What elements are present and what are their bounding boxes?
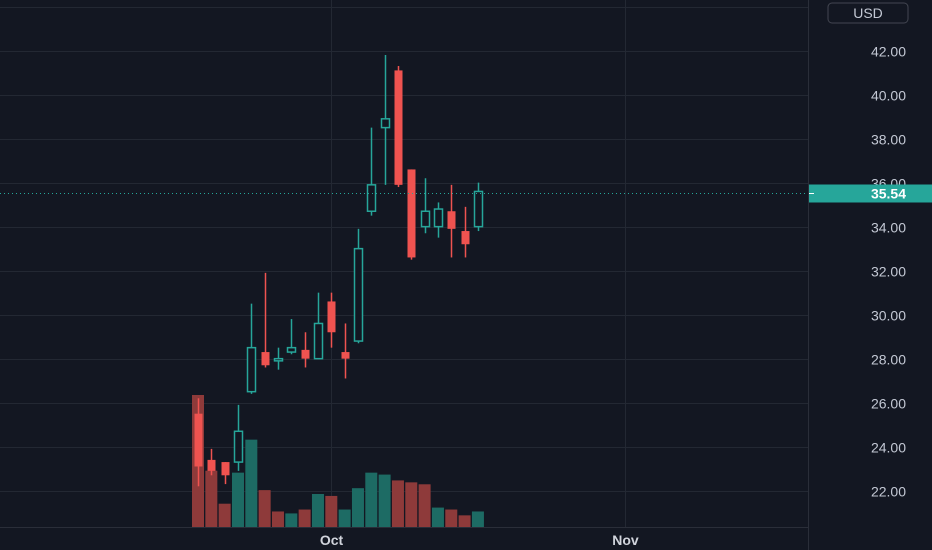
candle-body xyxy=(461,231,470,245)
volume-bar xyxy=(365,472,378,527)
currency-label: USD xyxy=(853,5,883,21)
candle[interactable] xyxy=(447,184,456,258)
y-tick-label: 30.00 xyxy=(871,308,906,324)
candle-body xyxy=(380,118,391,129)
candle-body xyxy=(433,208,444,228)
last-price-label: 35.54 xyxy=(871,186,906,202)
candle-body xyxy=(313,322,324,360)
volume-bar xyxy=(405,482,418,527)
y-tick-label: 42.00 xyxy=(871,44,906,60)
y-tick-label: 28.00 xyxy=(871,352,906,368)
candle-body xyxy=(394,70,403,185)
candle-body xyxy=(341,352,350,359)
candle[interactable] xyxy=(286,319,297,355)
candle-body xyxy=(261,352,270,366)
candle[interactable] xyxy=(246,303,257,394)
candle[interactable] xyxy=(407,169,416,260)
volume-bar xyxy=(298,509,311,527)
candle-body xyxy=(327,301,336,333)
candle[interactable] xyxy=(394,66,403,188)
grid xyxy=(0,0,808,527)
candle[interactable] xyxy=(433,202,444,238)
volume-bar xyxy=(431,507,444,527)
volume-bar xyxy=(205,470,218,527)
volume-bar xyxy=(458,515,471,527)
candle[interactable] xyxy=(353,228,364,344)
volume-bar xyxy=(271,511,284,527)
candle-body xyxy=(301,349,310,359)
candle-body xyxy=(207,459,216,471)
y-tick-label: 32.00 xyxy=(871,264,906,280)
candle[interactable] xyxy=(233,404,244,471)
candle-body xyxy=(286,346,297,353)
volume-bar xyxy=(258,490,271,527)
candle[interactable] xyxy=(273,347,284,370)
y-tick-label: 38.00 xyxy=(871,132,906,148)
volume-bar xyxy=(245,439,258,527)
volume-bar xyxy=(378,474,391,527)
volume-bar xyxy=(351,488,364,527)
candle[interactable] xyxy=(327,292,336,348)
candle-body xyxy=(233,430,244,463)
y-tick-label: 24.00 xyxy=(871,440,906,456)
candle[interactable] xyxy=(380,55,391,185)
volume-bar xyxy=(445,509,458,527)
volume-bar xyxy=(325,495,338,527)
candle-body xyxy=(194,413,203,467)
y-tick-label: 34.00 xyxy=(871,220,906,236)
candle[interactable] xyxy=(207,448,216,476)
currency-button[interactable] xyxy=(827,2,909,24)
volume-bar xyxy=(391,480,404,527)
candle-body xyxy=(473,190,484,228)
volume-bar xyxy=(311,494,324,527)
candle-body xyxy=(366,184,377,212)
volume-bar xyxy=(218,503,231,527)
y-tick-label: 26.00 xyxy=(871,396,906,412)
volume-bar xyxy=(471,511,484,527)
x-tick-label: Nov xyxy=(612,532,639,548)
x-tick-label: Oct xyxy=(320,532,344,548)
candle-body xyxy=(353,247,364,342)
candle[interactable] xyxy=(261,272,270,368)
candle[interactable] xyxy=(366,127,377,216)
volume-bar xyxy=(338,509,351,527)
candle[interactable] xyxy=(313,292,324,360)
y-tick-label: 22.00 xyxy=(871,484,906,500)
volume-bar xyxy=(418,484,431,527)
candle[interactable] xyxy=(420,178,431,234)
candle[interactable] xyxy=(194,398,203,487)
y-tick-label: 40.00 xyxy=(871,88,906,104)
volume-bar xyxy=(285,513,298,527)
candle-body xyxy=(246,346,257,393)
candle[interactable] xyxy=(221,462,230,485)
volume-bar xyxy=(231,472,244,527)
volume-bars xyxy=(192,395,484,527)
candle[interactable] xyxy=(341,323,350,379)
candle-body xyxy=(447,211,456,229)
last-price-marker xyxy=(809,184,932,203)
candle[interactable] xyxy=(473,182,484,232)
candle-body xyxy=(221,462,230,476)
candle-body xyxy=(420,210,431,228)
candles[interactable] xyxy=(194,55,484,487)
candle[interactable] xyxy=(461,206,470,258)
candle-body xyxy=(273,357,284,362)
candle[interactable] xyxy=(301,332,310,368)
candle-body xyxy=(407,169,416,258)
